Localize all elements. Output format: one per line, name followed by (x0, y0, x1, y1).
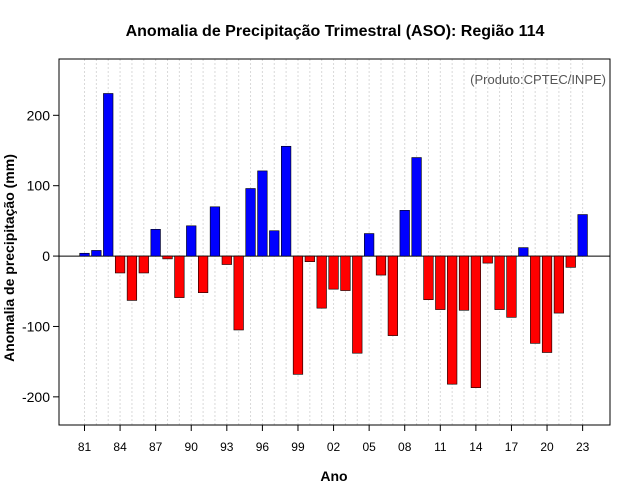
x-axis: 81 84 87 90 93 96 99 02 05 08 11 14 17 20 23 (78, 425, 590, 454)
bar-2000 (304, 255, 315, 263)
bar-2022 (565, 255, 576, 268)
plot-frame (58, 58, 611, 426)
bar-1985 (126, 255, 138, 301)
bar-1986 (138, 255, 149, 274)
bar-2019 (530, 255, 541, 344)
chart-title: Anomalia de Precipitação Trimestral (ASO… (126, 23, 545, 40)
bar-1991 (198, 255, 209, 293)
y-tick-label: -100 (22, 318, 50, 334)
bar-1984 (114, 255, 126, 274)
bar-2010 (423, 255, 434, 301)
bar-2009 (411, 157, 422, 257)
bar-2012 (447, 255, 458, 385)
bar-1996 (257, 170, 268, 257)
y-tick-label: -200 (22, 389, 50, 405)
x-tick-label: 02 (327, 440, 341, 454)
bar-2006 (375, 255, 387, 276)
x-tick-label: 08 (398, 440, 412, 454)
bar-1992 (209, 206, 221, 257)
bar-2023 (577, 214, 588, 257)
bar-2014 (470, 255, 481, 388)
bar-2021 (553, 255, 564, 314)
y-axis: -200 -100 0 100 200 (22, 107, 59, 405)
x-tick-label: 23 (576, 440, 590, 454)
bar-2011 (435, 255, 446, 310)
bar-1982 (91, 250, 102, 257)
x-tick-label: 90 (185, 440, 199, 454)
bar-1994 (233, 255, 244, 331)
bar-2003 (340, 255, 351, 291)
bar-1983 (103, 93, 114, 257)
x-axis-label: Ano (320, 468, 347, 484)
bar-2002 (328, 255, 339, 290)
x-tick-label: 05 (362, 440, 376, 454)
x-tick-label: 93 (220, 440, 234, 454)
bar-1987 (150, 229, 161, 257)
bar-2007 (387, 255, 398, 336)
x-tick-label: 87 (149, 440, 163, 454)
bar-2008 (399, 210, 410, 257)
bar-1989 (174, 255, 185, 298)
bar-2005 (364, 233, 375, 257)
x-tick-label: 99 (291, 440, 305, 454)
bar-1981 (79, 252, 90, 257)
bar-1990 (186, 225, 197, 257)
bar-1998 (281, 145, 292, 257)
bar-2013 (458, 255, 470, 311)
x-tick-label: 84 (113, 440, 127, 454)
bar-2004 (352, 255, 363, 354)
x-tick-label: 11 (434, 440, 447, 454)
bar-2018 (518, 247, 529, 257)
x-tick-label: 20 (540, 440, 554, 454)
bar-1988 (162, 255, 173, 260)
bar-2001 (316, 255, 327, 309)
bar-2015 (482, 255, 493, 264)
bar-1997 (269, 230, 280, 257)
y-tick-label: 100 (27, 178, 51, 194)
y-tick-label: 200 (27, 107, 51, 123)
x-tick-label: 96 (256, 440, 270, 454)
bar-2016 (494, 255, 505, 310)
bar-2020 (541, 255, 553, 353)
source-annotation: (Produto:CPTEC/INPE) (470, 72, 606, 87)
y-axis-label: Anomalia de precipitação (mm) (1, 154, 17, 362)
bars (79, 93, 588, 388)
bar-1995 (245, 188, 256, 257)
bar-1993 (221, 255, 232, 265)
x-tick-label: 14 (469, 440, 483, 454)
bar-2017 (506, 255, 517, 318)
bar-1999 (292, 255, 304, 375)
y-tick-label: 0 (42, 248, 50, 264)
x-tick-label: 81 (78, 440, 92, 454)
x-tick-label: 17 (505, 440, 519, 454)
